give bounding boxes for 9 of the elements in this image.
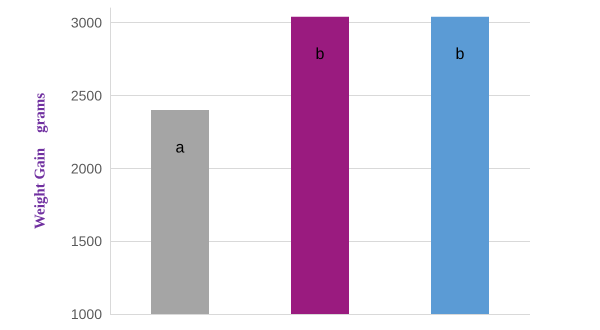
y-tick-label: 3000 [70,14,102,31]
y-axis-title: Weight Gain grams [32,92,48,230]
data-label: b [456,46,465,64]
y-tick-label: 1500 [70,233,102,250]
y-tick-label: 1000 [70,306,102,322]
y-tick-label: 2000 [70,160,102,176]
data-label: a [176,140,185,156]
data-label: b [316,46,325,64]
y-tick-label: 2500 [70,87,102,104]
